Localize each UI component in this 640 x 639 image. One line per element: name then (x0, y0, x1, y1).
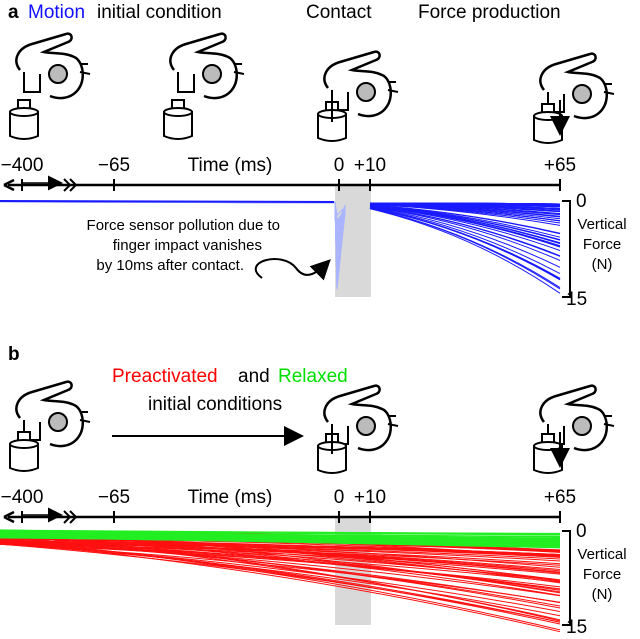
title-green: Relaxed (278, 366, 348, 387)
title-red: Preactivated (112, 366, 218, 387)
arrow-head (3, 178, 15, 192)
tick-label: +65 (544, 487, 576, 508)
trace (369, 206, 561, 268)
title: initial condition (97, 2, 222, 23)
title-and: and (238, 366, 270, 387)
title-colored: Motion (28, 2, 85, 23)
trace (0, 538, 561, 568)
time-label: Time (ms) (188, 155, 273, 176)
y-bottom-label: 15 (566, 289, 587, 310)
trace (369, 208, 561, 294)
time-label: Time (ms) (188, 487, 273, 508)
trace (369, 207, 561, 280)
trace (0, 532, 561, 538)
tick-label: 0 (334, 155, 345, 176)
trace (369, 203, 561, 220)
trace (0, 200, 335, 203)
annotation: finger impact vanishes (113, 237, 262, 254)
force-label: Force production (418, 2, 561, 23)
tick-label: +65 (544, 155, 576, 176)
trace (0, 533, 561, 541)
trace (0, 536, 561, 547)
trace (369, 206, 561, 261)
y-bottom-label: 15 (566, 617, 587, 634)
trace (369, 203, 561, 226)
y-top-label: 0 (576, 521, 587, 542)
hand-icons-b (9, 380, 616, 473)
annotation: Force sensor pollution due to (87, 217, 280, 234)
trace (369, 204, 561, 238)
trace (0, 539, 561, 573)
trace (369, 205, 561, 244)
trace (369, 207, 561, 275)
trace (0, 530, 561, 535)
trace (369, 205, 561, 257)
trace (0, 533, 561, 544)
trace (369, 205, 561, 248)
y-title: (N) (592, 256, 613, 273)
axis-break (63, 510, 78, 524)
y-title: Force (583, 236, 621, 253)
trace (369, 207, 561, 289)
tick-label: −400 (1, 487, 44, 508)
trace (369, 202, 561, 212)
force-axis (562, 200, 571, 298)
trace (0, 200, 346, 217)
annotation-arrow (254, 258, 331, 281)
y-top-label: 0 (576, 191, 587, 212)
trace (0, 539, 561, 631)
y-title: Vertical (577, 216, 626, 233)
y-title: Vertical (577, 546, 626, 563)
hand-icons-a (9, 32, 616, 143)
trace (0, 541, 561, 633)
title: initial conditions (148, 394, 282, 415)
y-title: Force (583, 566, 621, 583)
tick-label: +10 (354, 487, 386, 508)
tick-label: −65 (98, 487, 130, 508)
trace (0, 540, 561, 625)
trace (369, 202, 561, 205)
tick-label: −400 (1, 155, 44, 176)
contact-label: Contact (306, 2, 372, 23)
y-title: (N) (592, 586, 613, 603)
tick-label: 0 (334, 487, 345, 508)
force-axis (562, 530, 571, 626)
axis-break (63, 178, 78, 192)
trace (0, 543, 561, 583)
annotation: by 10ms after contact. (96, 257, 244, 274)
panel-label: b (8, 344, 20, 365)
tick-label: −65 (98, 155, 130, 176)
tick-label: +10 (354, 155, 386, 176)
trace (0, 540, 561, 590)
panel-label: a (8, 2, 19, 23)
trace (0, 543, 561, 623)
arrow-head (3, 510, 15, 524)
